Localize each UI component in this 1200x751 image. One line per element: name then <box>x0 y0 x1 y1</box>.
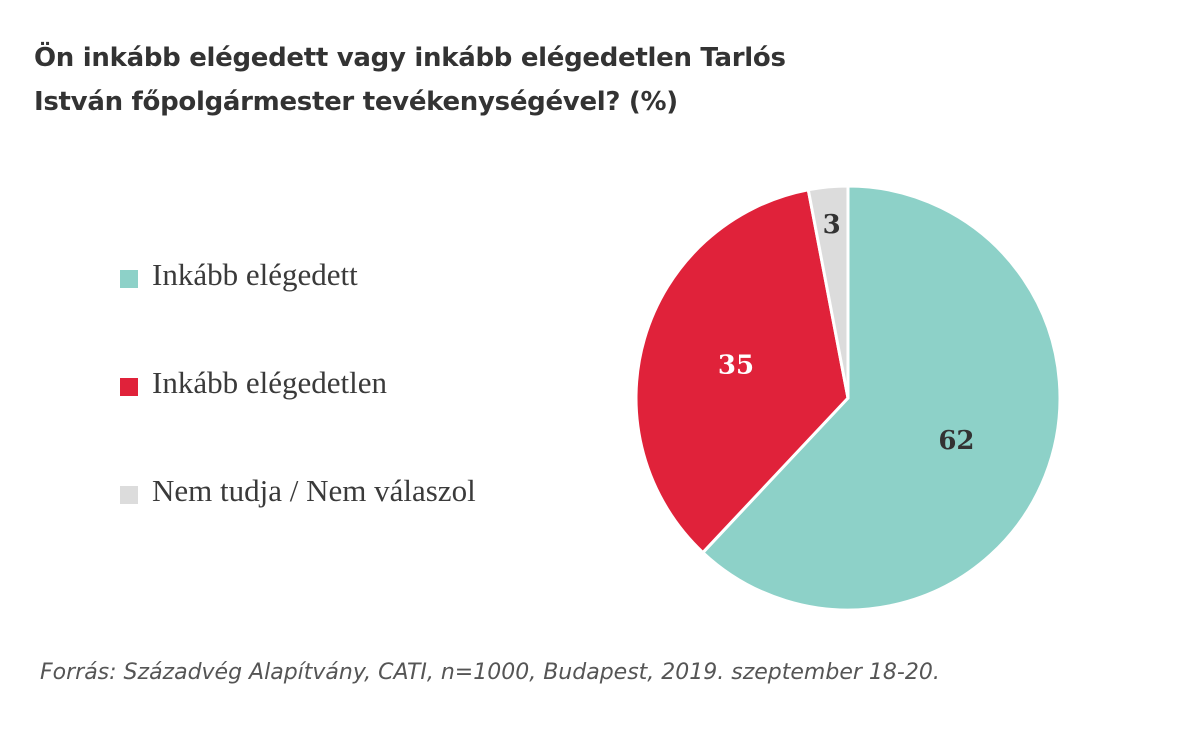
legend-item-dont-know: Nem tudja / Nem válaszol <box>120 466 476 516</box>
pie-slice-dissatisfied <box>634 188 850 555</box>
legend-swatch-dissatisfied <box>120 378 138 396</box>
legend-item-satisfied: Inkább elégedett <box>120 250 476 300</box>
pie-slice-satisfied <box>701 184 1062 612</box>
slice-label-dissatisfied: 35 <box>718 350 754 380</box>
chart-title: Ön inkább elégedett vagy inkább elégedet… <box>34 43 786 117</box>
legend-label-satisfied: Inkább elégedett <box>152 257 358 292</box>
source-note: Forrás: Századvég Alapítvány, CATI, n=10… <box>40 660 940 685</box>
pie-slice-dont-know <box>806 184 850 400</box>
legend-label-dont-know: Nem tudja / Nem válaszol <box>152 473 476 508</box>
slice-label-satisfied: 62 <box>938 426 974 456</box>
legend-swatch-satisfied <box>120 270 138 288</box>
legend-item-dissatisfied: Inkább elégedetlen <box>120 358 476 408</box>
legend-swatch-dont-know <box>120 486 138 504</box>
legend: Inkább elégedett Inkább elégedetlen Nem … <box>120 250 476 574</box>
legend-label-dissatisfied: Inkább elégedetlen <box>152 365 387 400</box>
slice-label-dont-know: 3 <box>823 210 841 240</box>
